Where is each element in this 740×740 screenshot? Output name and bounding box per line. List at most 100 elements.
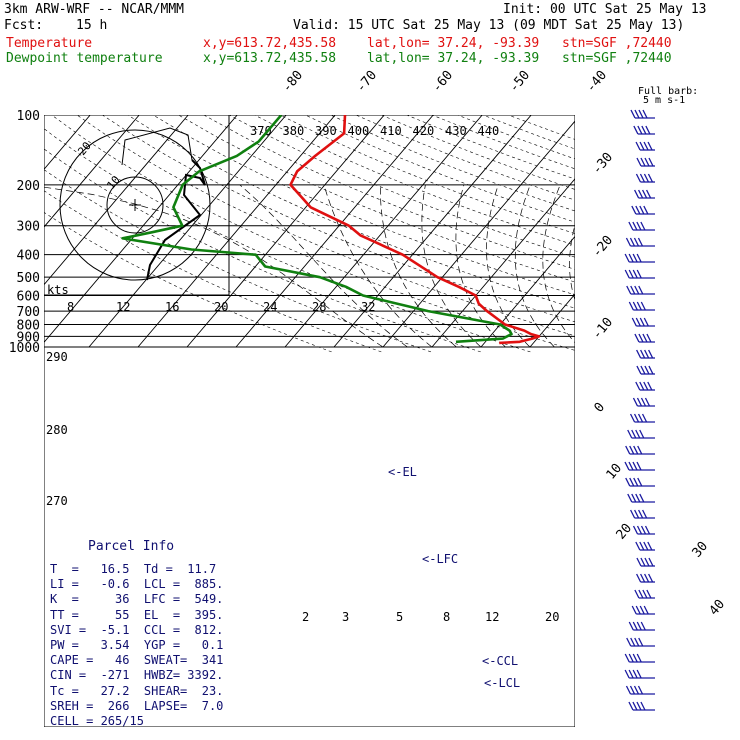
wind-barb-flag [642,333,648,343]
level-marker-lcl: <-LCL [484,676,520,690]
wind-barb-flag [629,413,636,423]
mixing-ratio-label: 5 [396,610,403,624]
wind-barb-flag [644,365,650,375]
mixing-ratio-label: 20 [545,610,559,624]
moist-adiabat [323,184,433,348]
wind-barb-flag [639,429,645,439]
wind-barb-flag [627,493,633,503]
wind-barb-flag [647,541,653,551]
wind-barb-flag [632,653,638,663]
isotherm-line [284,115,483,348]
wind-barb-flag [637,125,643,135]
isotherm-line [44,115,189,286]
moist-adiabat [486,184,531,348]
wind-barb-flag [634,285,640,295]
wind-barb-flag [629,477,635,487]
pressure-tick-label: 500 [17,271,40,286]
pressure-tick-label: 900 [17,330,40,345]
wind-barb-flag [637,445,643,455]
wind-barb-flag [640,525,647,535]
parcel-info-line: CAPE = 46 SWEAT= 341 [50,653,224,668]
isotherm-line [382,120,575,348]
level-marker-lfc: <-LFC [422,552,458,566]
forecast-hour: 15 h [76,18,108,33]
wind-barb-flag [636,157,642,167]
wind-barb-flag [640,701,646,711]
mixing-ratio-label: 12 [485,610,499,624]
dry-adiabat [44,169,432,353]
wind-barb-flag [636,253,642,263]
wind-barb-flag [628,461,634,471]
pressure-tick-label: 700 [17,305,40,320]
wind-barb-flag [640,573,646,583]
wind-barb-flag [631,493,637,503]
wind-barb-flag [632,397,639,407]
isotherm-line [726,115,740,347]
wind-speed-label: 12 [116,300,130,314]
wind-barb-flag [625,445,631,455]
pressure-tick-label: 400 [17,249,40,264]
wind-barb-flag [632,221,638,231]
parcel-info-line: CIN = -271 HWBZ= 3392. [50,668,224,683]
theta-left-label: 270 [46,494,68,508]
isotherm-line [529,293,575,348]
wind-barb-flag [646,589,652,599]
wind-barb-flag [641,125,647,135]
wind-barb-flag [632,669,638,679]
parcel-info-line: K = 36 LFC = 549. [50,592,224,607]
isotherm-line [44,115,91,171]
isotherm-label: -50 [507,68,534,96]
wind-speed-label: 28 [312,300,326,314]
wind-speed-label: 16 [165,300,179,314]
parcel-info-line: CELL = 265/15 [50,714,144,728]
wind-barb-flag [639,381,645,391]
wind-barb-flag [632,701,638,711]
wind-speed-label: 32 [361,300,375,314]
dry-adiabat [431,115,575,170]
moist-adiabat [455,184,506,348]
wind-barb-flag [629,445,635,455]
wind-barb-title: Full barb: [638,86,698,97]
wind-barb-flag [638,509,644,519]
wind-barb-flag [638,285,644,295]
isotherm-line [44,115,238,343]
wind-barb-flag [624,253,630,263]
wind-barb-flag [636,653,642,663]
isotherm-label: -30 [590,150,617,178]
wind-barb-flag [625,685,632,695]
isotherm-line [186,115,385,348]
wind-barb-flag [625,237,632,247]
wind-barb-flag [636,557,642,567]
wind-barb-flag [628,653,634,663]
isotherm-line [333,115,532,348]
wind-barb-flag [642,509,648,519]
pressure-tick-label: 300 [17,220,40,235]
wind-barb-flag [624,269,630,279]
wind-barb-flag [628,621,634,631]
wind-barb-flag [634,333,640,343]
wind-barb-flag [636,221,642,231]
isotherm-label: 10 [604,461,626,483]
isotherm-label: 40 [707,597,729,619]
wind-barb-flag [632,253,638,263]
wind-barb-flag [633,413,640,423]
dry-adiabat [51,115,575,351]
wind-barb-flag [633,477,639,487]
dry-adiabat [178,115,575,283]
parcel-info-line: LI = -0.6 LCL = 885. [50,577,224,592]
wind-barb-flag [639,173,646,183]
wind-barb-flag [628,221,634,231]
wind-barb-flag [624,669,630,679]
isotherm-label: -70 [354,68,381,96]
wind-barb-flag [644,573,650,583]
wind-barb-flag [638,637,644,647]
parcel-info-line: TT = 55 EL = 395. [50,607,224,622]
wind-barb-flag [630,109,636,119]
wind-barb-flag [640,365,646,375]
hodograph-ring-label: 20 [75,139,93,158]
wind-barb-flag [627,429,633,439]
theta-label: 380 [283,124,305,138]
wind-barb-flag [637,685,644,695]
wind-barb-flag [643,381,649,391]
wind-barb-flag [633,237,640,247]
